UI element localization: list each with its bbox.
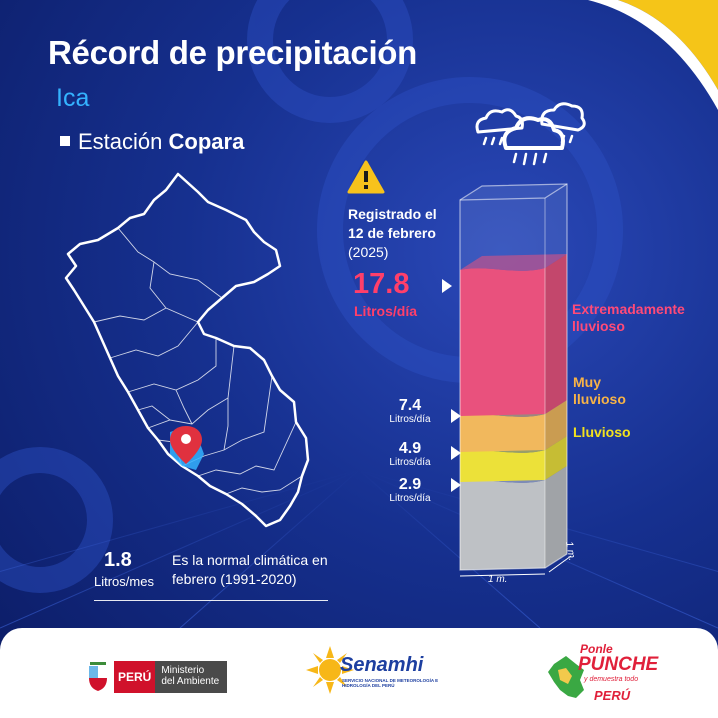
rain-gauge-chart: 1 m. 1 m. [459,183,577,585]
record-description: Registrado el 12 de febrero (2025) [348,205,458,262]
peru-coat-of-arms-icon [89,662,107,691]
threshold-pointer-icon [451,409,461,423]
station-prefix: Estación [78,129,163,154]
minam-logo: PERÚ Ministerio del Ambiente [86,660,228,694]
gauge-glass-top-edge [459,183,568,201]
rain-clouds-icon [475,102,586,166]
ministry-label: Ministerio del Ambiente [155,661,228,693]
location-pin-icon [170,426,202,464]
normal-description: Es la normal climática en febrero (1991-… [172,552,328,587]
ponle-line4: PERÚ [594,688,631,703]
threshold-value: 4.9 [398,440,422,457]
threshold-unit: Litros/día [389,457,431,468]
normal-unit: Litros/mes [94,574,154,589]
warning-triangle-icon [347,160,385,194]
record-text-line2: 12 de febrero [348,225,436,241]
threshold-7-4: 7.4 Litros/día [380,397,440,425]
category-extreme-line2: lluvioso [572,318,625,334]
threshold-unit: Litros/día [389,414,431,425]
category-extreme-label: Extremadamente lluvioso [572,301,685,335]
normal-value: 1.8 [104,549,132,571]
threshold-pointer-icon [451,478,461,492]
record-year: (2025) [348,244,389,260]
record-value: 17.8 [353,268,410,300]
width-dimension-line [459,573,546,577]
threshold-pointer-icon [451,446,461,460]
record-text-line1: Registrado el [348,206,437,222]
corner-decoration [588,0,718,110]
peru-map [64,172,310,528]
senamhi-subtitle: SERVICIO NACIONAL DE METEOROLOGÍA E HIDR… [342,678,439,688]
region-label: Ica [56,84,90,112]
ponle-punche-logo: Ponle PUNCHE y demuestra todo PERÚ [540,640,658,710]
ponle-line1: Ponle [580,642,613,656]
gauge-glass-outline [459,183,568,571]
category-very-rainy-label: Muy lluvioso [573,374,626,408]
threshold-2-9: 2.9 Litros/día [380,476,440,504]
ponle-line2: PUNCHE [578,654,659,675]
ponle-line3: y demuestra todo [584,676,639,683]
sun-icon [306,646,354,694]
category-extreme-line1: Extremadamente [572,301,685,317]
senamhi-logo: Senamhi SERVICIO NACIONAL DE METEOROLOGÍ… [306,640,446,702]
bullet-square-icon [60,136,70,147]
peru-map-icon [548,656,584,698]
peru-label: PERÚ [114,661,156,693]
width-dimension-label: 1 m. [488,574,507,585]
record-unit: Litros/día [354,303,418,319]
category-very-line2: lluvioso [573,391,626,407]
record-pointer-icon [442,279,452,293]
threshold-value: 7.4 [398,397,422,414]
threshold-unit: Litros/día [389,493,431,504]
page-title: Récord de precipitación [48,34,418,71]
segment-extremadamente-lluvioso [460,254,567,416]
category-very-line1: Muy [573,374,601,390]
station-label: Estación Copara [60,129,244,155]
threshold-4-9: 4.9 Litros/día [380,440,440,468]
depth-dimension-label: 1 m. [563,541,577,562]
divider [94,600,328,601]
ministry-line2: del Ambiente [161,676,220,687]
ministry-line1: Ministerio [161,665,205,676]
depth-dimension-line [548,555,572,573]
station-name: Copara [168,129,245,154]
senamhi-name: Senamhi [340,654,424,676]
threshold-value: 2.9 [398,476,422,493]
category-rainy-label: Lluvioso [573,424,631,440]
